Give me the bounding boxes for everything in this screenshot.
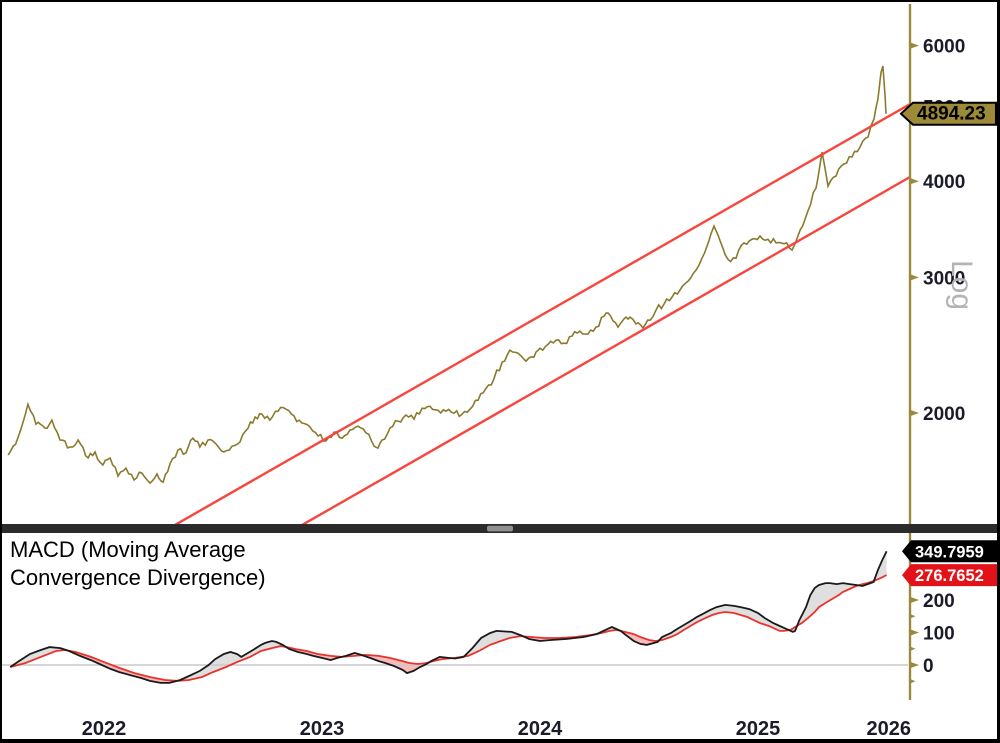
border-left [0, 0, 2, 743]
macd-title-line2: Convergence Divergence) [10, 565, 266, 590]
border-right [997, 0, 1000, 743]
macd-fill-positive [177, 641, 286, 681]
price-axis-tick-label: 2000 [923, 404, 965, 425]
macd-fill-positive [659, 604, 789, 641]
signal-value-badge-text: 276.7652 [915, 567, 984, 585]
channel-lower-trendline[interactable] [301, 176, 910, 525]
signal-value-badge [902, 564, 997, 587]
price-axis-tick-label: 3000 [923, 268, 965, 289]
macd-value-badge [902, 540, 997, 563]
x-axis-year-label: 2024 [518, 718, 563, 740]
macd-value-badge-text: 349.7959 [915, 543, 984, 561]
price-axis-tick [910, 42, 919, 49]
x-axis-year-label: 2022 [82, 718, 127, 740]
macd-panel-title: MACD (Moving Average Convergence Diverge… [10, 536, 266, 592]
border-top [0, 0, 1000, 2]
macd-axis-minor-tick [910, 646, 916, 651]
macd-fill-positive [464, 630, 523, 657]
macd-axis-minor-tick [910, 679, 916, 684]
border-bottom [0, 739, 1000, 743]
last-price-badge-value: 4894.23 [917, 104, 986, 125]
x-axis-year-label: 2023 [300, 718, 345, 740]
x-axis-year-label: 2026 [867, 718, 912, 740]
last-price-badge [899, 101, 997, 126]
macd-axis-tick [910, 629, 919, 636]
macd-axis-tick [910, 596, 919, 604]
x-axis-year-labels: 2022 2023 2024 2025 2026 [82, 718, 911, 740]
macd-axis-tick-label: 100 [923, 624, 955, 645]
price-axis-tick [910, 409, 919, 417]
macd-axis-tick [910, 661, 919, 669]
channel-upper-trendline[interactable] [174, 103, 910, 525]
macd-title-line1: MACD (Moving Average [10, 537, 246, 562]
macd-fill-negative [621, 631, 658, 645]
macd-line[interactable] [9, 550, 888, 684]
price-line-series[interactable] [7, 65, 887, 485]
price-panel [7, 65, 910, 525]
macd-panel [2, 550, 908, 684]
macd-fill-positive [799, 583, 857, 625]
log-scale-label: Log [945, 260, 978, 310]
macd-fill-negative [524, 634, 596, 641]
macd-axis-tick-label: 200 [923, 591, 955, 612]
price-axis-tick-label: 6000 [923, 37, 965, 58]
panel-splitter-handle[interactable] [487, 525, 513, 532]
price-axis-tick [910, 178, 919, 185]
macd-axis-tick-label: 0 [923, 656, 934, 677]
price-axis-tick [910, 274, 919, 281]
macd-fill-negative [362, 655, 429, 673]
price-axis-tick-label: 4000 [923, 172, 965, 193]
x-axis-year-label: 2025 [736, 718, 781, 740]
macd-axis-minor-tick [910, 614, 916, 619]
